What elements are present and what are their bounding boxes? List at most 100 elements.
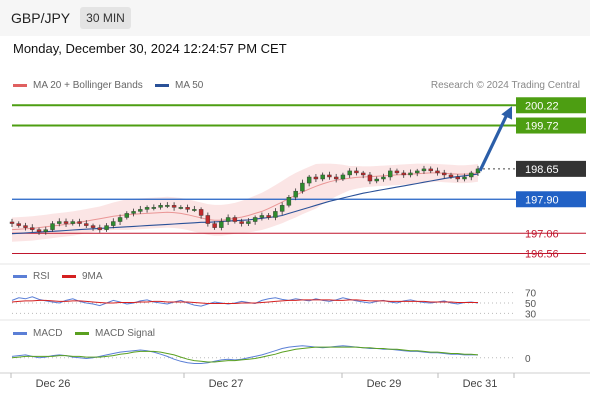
candle-body [171, 205, 177, 208]
legend-rsi-swatch [13, 274, 27, 278]
macd-line [11, 345, 478, 364]
candle-body [408, 172, 413, 176]
candle-body [205, 215, 211, 224]
bollinger-band-area [12, 163, 478, 242]
level-label-resistance: 200.22 [525, 100, 559, 112]
candle-body [293, 190, 298, 198]
candle-body [84, 223, 89, 226]
candle-body [43, 229, 48, 232]
candle-body [131, 211, 136, 214]
candle-body [367, 174, 373, 182]
candle-body [259, 215, 265, 218]
forecast-arrow-head [501, 106, 513, 120]
candle-body [111, 221, 116, 226]
candle-body [219, 221, 224, 228]
candle-body [360, 172, 366, 176]
candle-body [448, 174, 454, 178]
x-tick-label: Dec 29 [367, 378, 402, 390]
candle-body [442, 172, 447, 176]
candle-body [469, 172, 474, 178]
candle-body [124, 213, 130, 218]
candle-body [401, 172, 406, 176]
candle-body [300, 182, 305, 192]
level-tag-resistance [516, 117, 586, 134]
candle-body [327, 174, 332, 178]
candle-body [394, 170, 400, 174]
legend-macd: MACD [13, 328, 62, 339]
candle-body [178, 207, 184, 209]
x-tick-label: Dec 27 [209, 378, 244, 390]
candle-body [381, 176, 386, 180]
candle-body [421, 168, 427, 172]
candle-body [23, 225, 28, 228]
candle-body [266, 215, 271, 218]
current-price-tag [516, 160, 586, 177]
x-tick-label: Dec 26 [36, 378, 71, 390]
candle-body [57, 221, 62, 224]
rsi-tick-label: 30 [525, 309, 537, 320]
candle-body [9, 221, 15, 224]
candle-body [50, 223, 55, 230]
candle-body [232, 217, 238, 222]
rsi-tick-label: 70 [525, 289, 537, 300]
legend-ma50-label: MA 50 [175, 80, 204, 91]
legend-ma20: MA 20 + Bollinger Bands [13, 80, 143, 91]
candle-body [354, 170, 359, 174]
candle-body [192, 209, 197, 211]
level-label-support: 196.56 [525, 249, 559, 261]
legend-ma20-swatch [13, 83, 27, 87]
candle-body [30, 227, 35, 230]
candle-body [435, 170, 440, 174]
macd-tick-label: 0 [525, 354, 531, 365]
copyright-label: Research © 2024 Trading Central [430, 80, 580, 91]
level-label-resistance: 199.72 [525, 121, 559, 133]
level-tag-resistance [516, 97, 586, 114]
candle-body [333, 176, 339, 180]
legend-ma50-swatch [155, 83, 169, 87]
candle-body [239, 221, 244, 224]
candle-body [455, 176, 460, 180]
forecast-arrow-shaft [478, 111, 510, 172]
candle-body [212, 223, 217, 228]
x-tick-label: Dec 31 [463, 378, 498, 390]
rsi-tick-label: 50 [525, 299, 537, 310]
candle-body [117, 217, 123, 222]
timeframe-badge[interactable]: 30 MIN [80, 7, 131, 29]
legend-ma50: MA 50 [155, 80, 203, 91]
legend-macd-label: MACD [33, 328, 63, 339]
legend-9ma: 9MA [62, 271, 103, 282]
rsi-ma-line [11, 299, 478, 304]
candle-body [313, 176, 319, 180]
candle-body [97, 227, 102, 230]
ma20-line [11, 172, 479, 231]
candle-body [70, 221, 75, 224]
candle-body [16, 223, 21, 226]
chart-header: GBP/JPY 30 MIN [0, 0, 590, 36]
candle-body [36, 229, 42, 232]
candle-body [340, 174, 346, 180]
datetime-label: Monday, December 30, 2024 12:24:57 PM CE… [13, 41, 287, 56]
legend-macd-signal-swatch [75, 331, 89, 335]
candle-body [279, 205, 285, 212]
candle-body [273, 211, 278, 218]
legend-rsi: RSI [13, 271, 50, 282]
legend-9ma-label: 9MA [82, 271, 103, 282]
ma50-line [11, 173, 479, 235]
candle-body [151, 207, 157, 209]
legend-9ma-swatch [62, 274, 76, 278]
macd-signal-line [11, 346, 479, 363]
candle-body [246, 221, 251, 224]
candle-body [462, 176, 467, 180]
legend-rsi-label: RSI [33, 271, 50, 282]
candle-body [225, 217, 231, 222]
candle-body [63, 221, 69, 224]
candle-body [428, 168, 433, 172]
candle-body [77, 221, 82, 224]
legend-macd-signal: MACD Signal [75, 328, 155, 339]
candle-body [374, 178, 379, 182]
level-label-support: 197.06 [525, 228, 559, 240]
legend-macd-swatch [13, 331, 27, 335]
candle-body [198, 209, 204, 216]
candle-body [252, 217, 258, 222]
legend-macd-signal-label: MACD Signal [95, 328, 156, 339]
